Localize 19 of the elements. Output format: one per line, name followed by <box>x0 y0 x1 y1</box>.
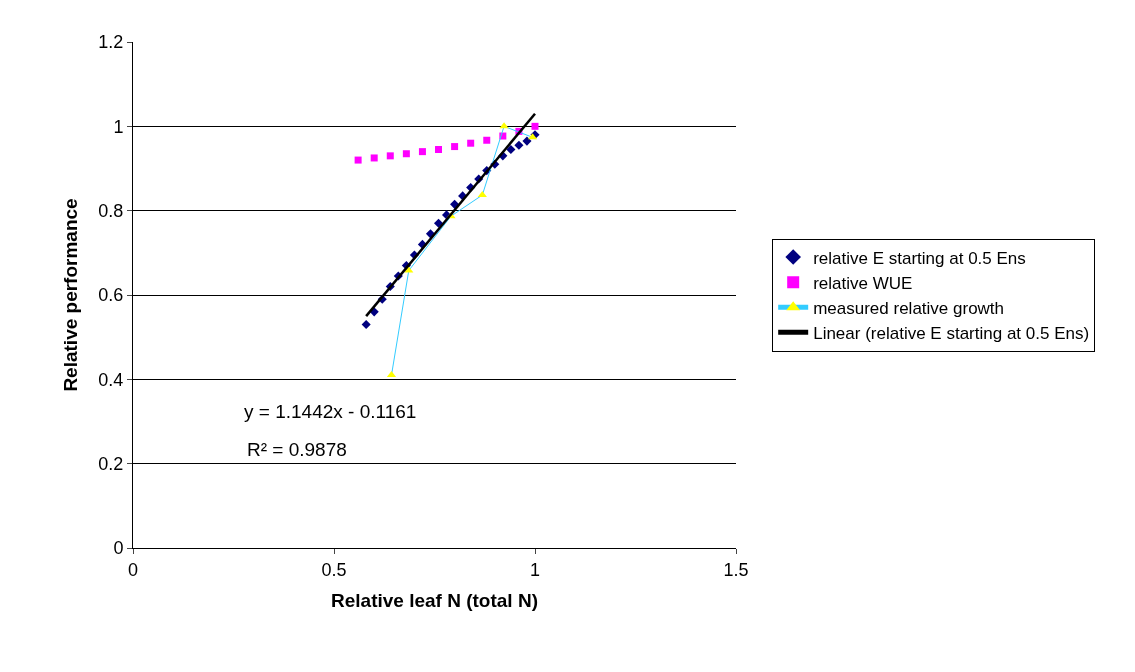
annotation: R² = 0.9878 <box>247 439 347 460</box>
y-tick-label: 1 <box>113 116 124 137</box>
x-axis-title: Relative leaf N (total N) <box>331 590 538 612</box>
x-tick-label: 0 <box>127 559 139 580</box>
legend-label: relative WUE <box>813 273 913 293</box>
annotation: y = 1.1442x - 0.1161 <box>244 401 417 422</box>
y-tick-label: 0.2 <box>98 453 124 474</box>
y-tick-label: 0.4 <box>98 369 124 390</box>
y-tick-label: 0.8 <box>98 200 124 221</box>
y-tick-label: 0 <box>113 538 124 559</box>
y-axis-title: Relative performance <box>60 198 82 392</box>
x-tick-label: 1.5 <box>723 559 749 580</box>
x-tick-label: 0.5 <box>321 559 347 580</box>
legend-label: measured relative growth <box>813 298 1005 318</box>
legend-label: Linear (relative E starting at 0.5 Ens) <box>813 323 1090 343</box>
legend-label: relative E starting at 0.5 Ens <box>813 248 1026 268</box>
y-tick-label: 0.6 <box>98 285 124 306</box>
y-tick-label: 1.2 <box>98 32 124 53</box>
x-tick-label: 1 <box>529 559 541 580</box>
